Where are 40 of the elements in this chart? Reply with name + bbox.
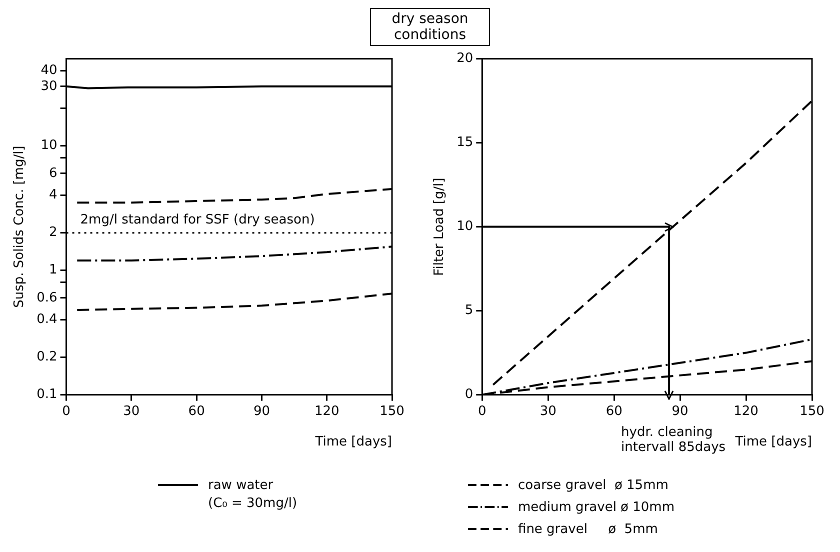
text: dry season conditions — [370, 8, 490, 46]
y-tick-label: 0 — [464, 387, 474, 402]
y-tick-label: 0.6 — [36, 290, 58, 306]
legend-label: raw water — [208, 478, 274, 492]
ref-line-label: 2mg/l standard for SSF (dry season) — [80, 212, 315, 228]
y-tick-label: 4 — [48, 188, 58, 203]
x-tick-label: 150 — [380, 404, 404, 419]
x-tick-label: 90 — [253, 404, 270, 419]
y-tick-label: 15 — [456, 135, 474, 150]
x-tick-label: 150 — [800, 404, 824, 419]
y-tick-label: 5 — [464, 303, 474, 318]
x-tick-label: 120 — [314, 404, 340, 419]
y-tick-label: 10 — [456, 219, 474, 234]
x-tick-label: 60 — [606, 404, 622, 419]
x-tick-label: 30 — [123, 404, 140, 419]
y-axis-title: Susp. Solids Conc. [mg/l] — [12, 146, 28, 308]
y-tick-label: 0.4 — [36, 312, 58, 328]
y-tick-label: 0.2 — [36, 350, 58, 365]
y-tick-label: 10 — [40, 138, 58, 154]
x-axis-title: Time [days] — [314, 434, 392, 450]
y-tick-label: 1 — [48, 262, 58, 278]
x-tick-label: 30 — [540, 404, 556, 419]
y-tick-label: 6 — [48, 166, 58, 181]
x-tick-label: 0 — [62, 404, 70, 419]
y-tick-label: 40 — [40, 63, 58, 78]
x-tick-label: 120 — [734, 404, 758, 419]
y-axis-title: Filter Load [g/l] — [432, 178, 448, 276]
y-tick-label: 2 — [48, 225, 58, 240]
text: (C₀ = 30mg/l) — [207, 496, 298, 513]
annotation: hydr. cleaning intervall 85days — [621, 424, 726, 455]
y-tick-label: 0.1 — [36, 387, 58, 402]
legend-label: coarse gravel ø 15mm — [518, 478, 668, 492]
legend-label: medium gravel ø 10mm — [518, 500, 675, 514]
legend-label: fine gravel ø 5mm — [518, 522, 658, 536]
x-tick-label: 0 — [478, 404, 486, 419]
y-tick-label: 20 — [456, 51, 474, 66]
x-axis-title: Time [days] — [734, 434, 812, 450]
x-tick-label: 60 — [188, 404, 205, 419]
x-tick-label: 90 — [672, 404, 688, 419]
y-tick-label: 30 — [40, 78, 58, 94]
